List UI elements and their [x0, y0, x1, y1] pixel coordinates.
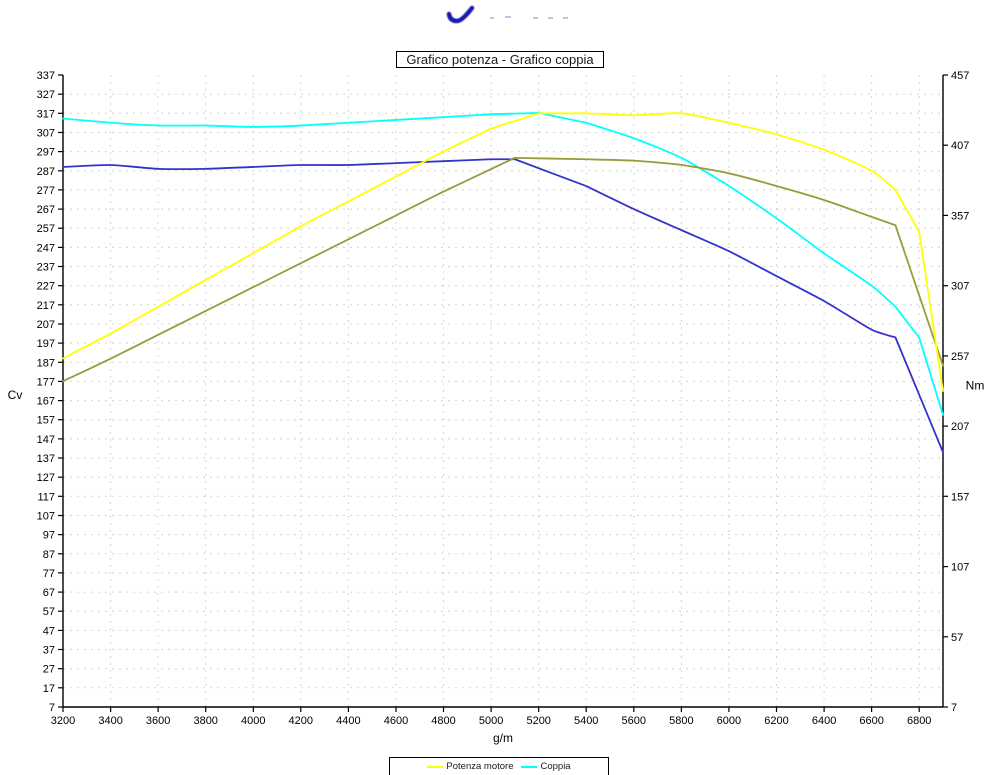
svg-text:217: 217: [37, 300, 55, 312]
svg-text:37: 37: [43, 645, 55, 657]
svg-text:5800: 5800: [669, 715, 693, 727]
svg-text:107: 107: [951, 562, 969, 574]
svg-text:177: 177: [37, 376, 55, 388]
svg-text:17: 17: [43, 683, 55, 695]
svg-text:287: 287: [37, 166, 55, 178]
svg-text:27: 27: [43, 664, 55, 676]
svg-text:6200: 6200: [764, 715, 788, 727]
svg-text:4400: 4400: [336, 715, 360, 727]
svg-text:317: 317: [37, 108, 55, 120]
svg-text:6000: 6000: [717, 715, 741, 727]
svg-text:167: 167: [37, 396, 55, 408]
svg-text:3200: 3200: [51, 715, 75, 727]
svg-text:5200: 5200: [526, 715, 550, 727]
svg-text:77: 77: [43, 568, 55, 580]
svg-text:107: 107: [37, 511, 55, 523]
svg-text:5600: 5600: [622, 715, 646, 727]
svg-text:6400: 6400: [812, 715, 836, 727]
svg-text:257: 257: [951, 351, 969, 363]
svg-text:5400: 5400: [574, 715, 598, 727]
svg-text:7: 7: [951, 702, 957, 714]
svg-text:147: 147: [37, 434, 55, 446]
svg-text:Nm: Nm: [966, 379, 985, 393]
svg-text:127: 127: [37, 472, 55, 484]
svg-text:247: 247: [37, 242, 55, 254]
svg-text:197: 197: [37, 338, 55, 350]
svg-text:207: 207: [951, 421, 969, 433]
svg-text:187: 187: [37, 357, 55, 369]
svg-text:137: 137: [37, 453, 55, 465]
svg-text:g/m: g/m: [493, 731, 513, 745]
svg-text:457: 457: [951, 70, 969, 82]
svg-text:47: 47: [43, 625, 55, 637]
svg-text:337: 337: [37, 70, 55, 82]
svg-text:4800: 4800: [431, 715, 455, 727]
svg-text:307: 307: [37, 128, 55, 140]
svg-text:117: 117: [37, 491, 55, 503]
svg-text:6800: 6800: [907, 715, 931, 727]
svg-text:207: 207: [37, 319, 55, 331]
svg-text:257: 257: [37, 223, 55, 235]
svg-text:67: 67: [43, 587, 55, 599]
svg-text:3600: 3600: [146, 715, 170, 727]
svg-text:3400: 3400: [98, 715, 122, 727]
svg-text:227: 227: [37, 281, 55, 293]
svg-text:6600: 6600: [859, 715, 883, 727]
svg-text:87: 87: [43, 549, 55, 561]
svg-text:Cv: Cv: [8, 388, 23, 402]
svg-text:157: 157: [951, 491, 969, 503]
svg-text:3800: 3800: [193, 715, 217, 727]
svg-text:4200: 4200: [289, 715, 313, 727]
svg-text:277: 277: [37, 185, 55, 197]
svg-text:407: 407: [951, 140, 969, 152]
svg-text:57: 57: [43, 606, 55, 618]
svg-text:4000: 4000: [241, 715, 265, 727]
svg-text:7: 7: [49, 702, 55, 714]
svg-text:97: 97: [43, 530, 55, 542]
svg-text:267: 267: [37, 204, 55, 216]
svg-text:5000: 5000: [479, 715, 503, 727]
svg-text:357: 357: [951, 210, 969, 222]
svg-text:307: 307: [951, 281, 969, 293]
svg-text:297: 297: [37, 147, 55, 159]
svg-text:237: 237: [37, 262, 55, 274]
svg-text:157: 157: [37, 415, 55, 427]
svg-text:4600: 4600: [384, 715, 408, 727]
svg-text:327: 327: [37, 89, 55, 101]
svg-text:57: 57: [951, 632, 963, 644]
